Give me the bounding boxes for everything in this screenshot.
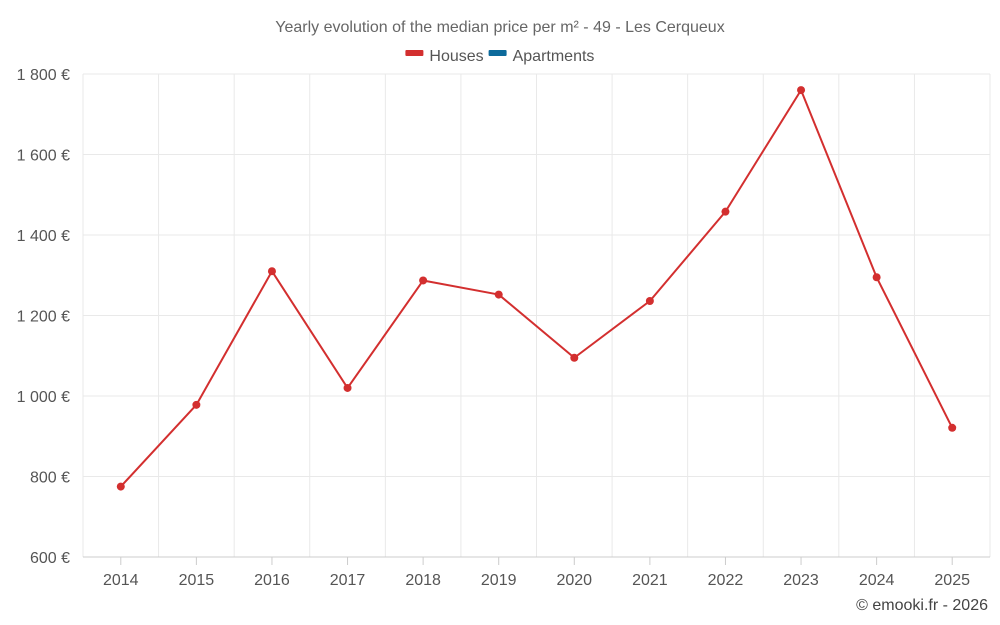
data-point[interactable]	[419, 276, 428, 285]
y-tick-label: 600 €	[30, 550, 70, 567]
x-tick-label: 2018	[405, 572, 441, 589]
data-point[interactable]	[872, 273, 881, 282]
chart-title: Yearly evolution of the median price per…	[275, 19, 724, 36]
legend-label: Apartments	[513, 48, 595, 65]
y-tick-label: 1 200 €	[17, 309, 70, 326]
x-tick-label: 2022	[708, 572, 744, 589]
x-tick-label: 2015	[179, 572, 215, 589]
legend-item-apartments[interactable]: Apartments	[488, 48, 595, 65]
x-tick-label: 2019	[481, 572, 517, 589]
data-point[interactable]	[494, 290, 503, 299]
legend-label: Houses	[429, 48, 483, 65]
y-tick-label: 1 000 €	[17, 389, 70, 406]
x-tick-label: 2016	[254, 572, 290, 589]
legend-swatch	[405, 50, 424, 56]
x-tick-label: 2024	[859, 572, 895, 589]
data-point[interactable]	[192, 400, 201, 409]
data-point[interactable]	[116, 482, 125, 491]
data-point[interactable]	[570, 353, 579, 362]
x-tick-label: 2017	[330, 572, 366, 589]
x-tick-label: 2025	[934, 572, 970, 589]
x-gridlines	[82, 74, 991, 557]
x-axis-ticks: 2014 2015 2016 2017 2018 2019 2020 2021 2022 2023…	[103, 557, 970, 589]
y-tick-label: 800 €	[30, 470, 70, 487]
data-point[interactable]	[267, 267, 276, 276]
y-tick-label: 1 400 €	[17, 228, 70, 245]
data-point[interactable]	[797, 86, 806, 95]
x-tick-label: 2021	[632, 572, 668, 589]
series-line-houses	[120, 89, 954, 488]
data-point[interactable]	[721, 207, 730, 216]
y-tick-label: 1 800 €	[17, 67, 70, 84]
y-axis-ticks: 600 € 800 € 1 000 € 1 200 € 1 400 € 1 600 € 1 …	[17, 67, 70, 567]
legend-item-houses[interactable]: Houses	[405, 48, 484, 65]
series-group	[116, 86, 957, 491]
x-tick-label: 2023	[783, 572, 819, 589]
legend: Houses Apartments	[405, 48, 594, 65]
x-tick-label: 2020	[556, 572, 592, 589]
credit-text: © emooki.fr - 2026	[856, 597, 988, 614]
data-point[interactable]	[948, 423, 957, 432]
data-point[interactable]	[645, 297, 654, 306]
x-tick-label: 2014	[103, 572, 139, 589]
legend-swatch	[488, 50, 507, 56]
data-point[interactable]	[343, 383, 352, 392]
y-tick-label: 1 600 €	[17, 148, 70, 165]
